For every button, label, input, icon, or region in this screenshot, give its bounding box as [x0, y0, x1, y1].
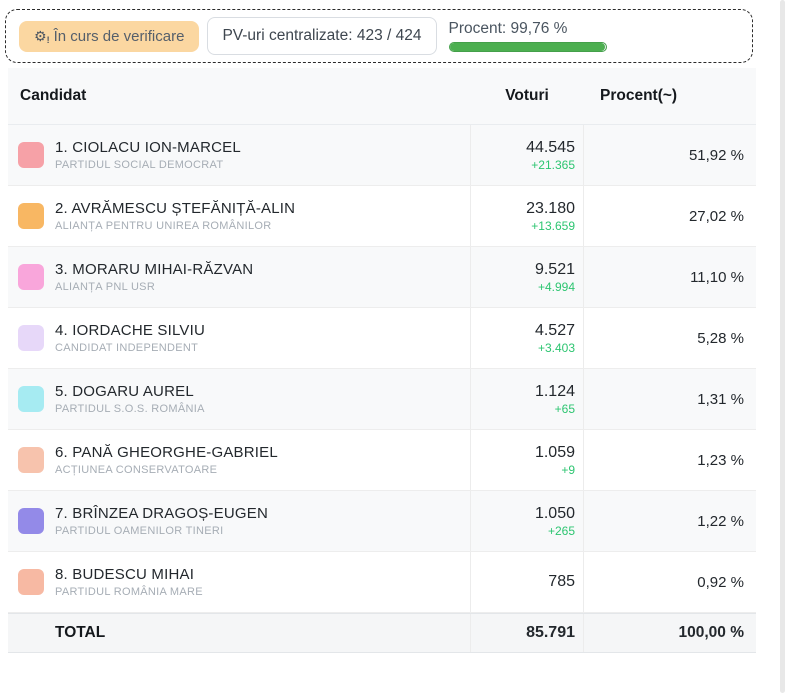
candidate-party: PARTIDUL ROMÂNIA MARE: [55, 586, 203, 598]
percent-value: 1,23 %: [697, 451, 744, 469]
pv-centralized-label: PV-uri centralizate: 423 / 424: [222, 27, 422, 44]
votes-delta: +4.994: [537, 279, 575, 294]
vertical-scrollbar[interactable]: [780, 0, 785, 693]
candidate-row: 2. AVRĂMESCU ȘTEFĂNIȚĂ-ALIN ALIANȚA PENT…: [8, 186, 756, 247]
results-table: Candidat Voturi Procent(~) 1. CIOLACU IO…: [8, 68, 756, 653]
percent-value: 11,10 %: [690, 268, 744, 286]
candidate-row: 6. PANĂ GHEORGHE-GABRIEL ACȚIUNEA CONSER…: [8, 430, 756, 491]
total-percent-value: 100,00 %: [678, 624, 745, 641]
table-body: 1. CIOLACU ION-MARCEL PARTIDUL SOCIAL DE…: [8, 125, 756, 613]
votes-value: 1.124: [534, 382, 575, 400]
progress-group: Procent: 99,76 %: [445, 20, 607, 52]
candidate-name: 6. PANĂ GHEORGHE-GABRIEL: [55, 444, 278, 461]
candidate-row: 5. DOGARU AUREL PARTIDUL S.O.S. ROMÂNIA …: [8, 369, 756, 430]
header-candidate: Candidat: [20, 87, 87, 104]
votes-value: 44.545: [526, 138, 575, 156]
verification-status-badge: ⚙! În curs de verificare: [19, 20, 200, 52]
candidate-name: 4. IORDACHE SILVIU: [55, 322, 206, 339]
verification-status-bar: ⚙! În curs de verificare PV-uri centrali…: [5, 9, 753, 63]
candidate-name: 7. BRÎNZEA DRAGOȘ-EUGEN: [55, 505, 268, 522]
candidate-row: 7. BRÎNZEA DRAGOȘ-EUGEN PARTIDUL OAMENIL…: [8, 491, 756, 552]
candidate-name: 2. AVRĂMESCU ȘTEFĂNIȚĂ-ALIN: [55, 200, 296, 217]
header-votes: Voturi: [505, 87, 549, 104]
percent-value: 1,22 %: [697, 512, 744, 530]
percent-value: 51,92 %: [688, 146, 744, 164]
gear-alert-icon: ⚙!: [34, 28, 50, 45]
candidate-party: PARTIDUL S.O.S. ROMÂNIA: [55, 403, 205, 415]
votes-value: 1.050: [534, 504, 575, 522]
candidate-color-swatch: [18, 447, 44, 473]
candidate-color-swatch: [18, 203, 44, 229]
candidate-color-swatch: [18, 264, 44, 290]
total-label: TOTAL: [55, 624, 106, 641]
candidate-color-swatch: [18, 325, 44, 351]
pv-centralized-box: PV-uri centralizate: 423 / 424: [207, 17, 437, 55]
total-row: TOTAL 85.791 100,00 %: [8, 613, 756, 653]
votes-delta: +265: [547, 523, 575, 538]
votes-delta: +65: [554, 401, 575, 416]
votes-delta: +21.365: [531, 157, 575, 172]
candidate-color-swatch: [18, 569, 44, 595]
candidate-name: 1. CIOLACU ION-MARCEL: [55, 139, 241, 156]
votes-value: 785: [548, 573, 575, 590]
progress-bar-fill: [449, 43, 606, 51]
percent-value: 0,92 %: [697, 573, 744, 591]
votes-delta: +9: [561, 462, 575, 477]
votes-value: 4.527: [534, 321, 575, 339]
candidate-row: 3. MORARU MIHAI-RĂZVAN ALIANȚA PNL USR 9…: [8, 247, 756, 308]
percent-value: 1,31 %: [697, 390, 744, 408]
candidate-name: 8. BUDESCU MIHAI: [55, 566, 195, 583]
votes-value: 9.521: [534, 260, 575, 278]
header-percent: Procent(~): [600, 87, 678, 104]
votes-delta: +3.403: [537, 340, 575, 355]
candidate-row: 1. CIOLACU ION-MARCEL PARTIDUL SOCIAL DE…: [8, 125, 756, 186]
candidate-party: ALIANȚA PNL USR: [55, 281, 156, 293]
candidate-party: CANDIDAT INDEPENDENT: [55, 342, 199, 354]
candidate-party: PARTIDUL OAMENILOR TINERI: [55, 525, 224, 537]
percent-value: 27,02 %: [688, 207, 744, 225]
candidate-party: PARTIDUL SOCIAL DEMOCRAT: [55, 159, 224, 171]
candidate-color-swatch: [18, 386, 44, 412]
candidate-name: 5. DOGARU AUREL: [55, 383, 194, 400]
progress-label: Procent: 99,76 %: [448, 20, 568, 37]
votes-delta: +13.659: [531, 218, 575, 233]
candidate-party: ALIANȚA PENTRU UNIREA ROMÂNILOR: [55, 220, 272, 232]
candidate-row: 8. BUDESCU MIHAI PARTIDUL ROMÂNIA MARE 7…: [8, 552, 756, 613]
progress-bar: [448, 42, 607, 52]
candidate-color-swatch: [18, 142, 44, 168]
gear-alert-exclamation: !: [46, 35, 50, 45]
table-header-row: Candidat Voturi Procent(~): [8, 68, 756, 125]
candidate-party: ACȚIUNEA CONSERVATOARE: [55, 464, 218, 476]
percent-value: 5,28 %: [697, 329, 744, 347]
votes-value: 1.059: [534, 443, 575, 461]
votes-value: 23.180: [526, 199, 575, 217]
candidate-color-swatch: [18, 508, 44, 534]
total-votes-value: 85.791: [526, 624, 575, 641]
candidate-name: 3. MORARU MIHAI-RĂZVAN: [55, 261, 254, 278]
verification-status-label: În curs de verificare: [53, 27, 185, 45]
candidate-row: 4. IORDACHE SILVIU CANDIDAT INDEPENDENT …: [8, 308, 756, 369]
